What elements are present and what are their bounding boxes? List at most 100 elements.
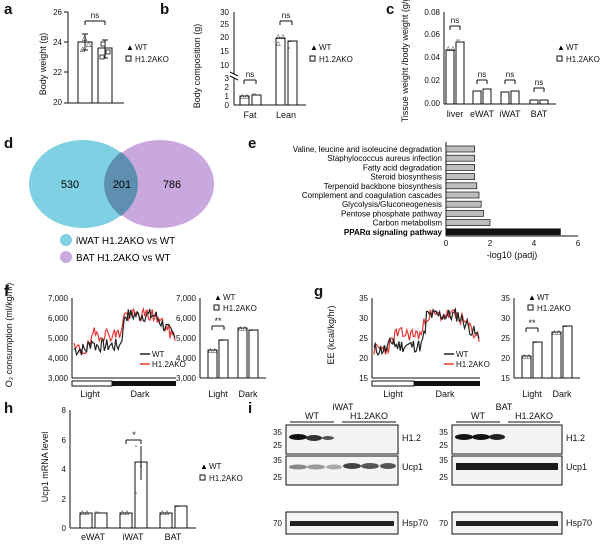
chart-a-point: △ bbox=[80, 46, 86, 53]
chart-f-bar-dark-wt bbox=[237, 327, 248, 379]
chart-f-bar-legend-ko-marker bbox=[213, 304, 220, 311]
chart-g-bar-dark-wt bbox=[551, 331, 562, 379]
blot-band bbox=[343, 463, 361, 469]
blot-band bbox=[290, 521, 394, 526]
chart-g-ytick: 15 bbox=[359, 374, 368, 383]
blot-band bbox=[306, 435, 322, 441]
chart-b-ytick: 1 bbox=[225, 92, 230, 101]
chart-c-bar-ewat-ko bbox=[482, 88, 492, 105]
chart-e-xtick: 6 bbox=[576, 239, 581, 248]
blot-bat-marker: 70 bbox=[439, 519, 448, 528]
panel-letter-b: b bbox=[160, 1, 170, 18]
venn-set-bat bbox=[106, 140, 214, 228]
venn-overlap-count: 201 bbox=[113, 179, 131, 191]
chart-f-bar-legend-wt-marker: ▲ bbox=[214, 293, 222, 302]
chart-f-ytick: 4,000 bbox=[48, 354, 69, 363]
venn-iwat-count: 530 bbox=[61, 179, 79, 191]
chart-a-sig: ns bbox=[91, 11, 99, 20]
chart-f-ytick: 6,000 bbox=[48, 314, 69, 323]
chart-g-bar-light-ko bbox=[532, 341, 543, 379]
chart-g-line-wt bbox=[373, 307, 480, 356]
chart-f-line-ko bbox=[73, 307, 176, 355]
blot-iwat-label-hsp70: Hsp70 bbox=[402, 518, 428, 528]
chart-c-bar-liver-ko bbox=[455, 41, 465, 105]
chart-h: Ucp1 mRNA level 0 2 4 6 8 △△ ▫▫ △△ ▫ ▫ ▫… bbox=[40, 406, 243, 542]
blot-iwat: iWAT WT H1.2AKO 35 25 35 25 70 H1.2 Ucp1… bbox=[273, 402, 428, 535]
panel-letter-h: h bbox=[4, 400, 14, 417]
chart-f-bar-xtick: Dark bbox=[238, 389, 258, 399]
chart-g-phase-light: Light bbox=[383, 389, 403, 399]
chart-f-legend-wt: WT bbox=[152, 350, 165, 359]
chart-b-sig: ns bbox=[282, 11, 290, 20]
chart-g-point: ▫▫ bbox=[533, 340, 537, 346]
chart-b-bar-lean-ko bbox=[287, 40, 298, 106]
chart-f-phase-dark: Dark bbox=[130, 389, 150, 399]
chart-h-bar-iwat-wt bbox=[119, 512, 133, 529]
chart-b-legend-ko: H1.2AKO bbox=[319, 55, 353, 64]
chart-f-bar-light-ko bbox=[218, 339, 229, 379]
chart-c-bar-bat-wt bbox=[529, 99, 539, 105]
chart-b-ytick: 3 bbox=[225, 74, 230, 83]
chart-f-bar-ytick: 7,000 bbox=[176, 294, 197, 303]
blot-band bbox=[361, 463, 379, 469]
chart-c-xtick: BAT bbox=[531, 109, 548, 119]
chart-f-ytick: 5,000 bbox=[48, 334, 69, 343]
chart-h-bar-bat-wt bbox=[159, 512, 173, 529]
chart-e-category-label: Complement and coagulation cascades bbox=[302, 191, 442, 200]
chart-c-xtick: iWAT bbox=[500, 109, 521, 119]
chart-f-bar-legend-wt: WT bbox=[223, 293, 236, 302]
blot-iwat-group-wt: WT bbox=[305, 411, 319, 421]
chart-h-point: ▫▫ bbox=[95, 510, 99, 516]
chart-f-bar-ytick: 6,000 bbox=[176, 314, 197, 323]
chart-f-point: △△ bbox=[208, 348, 218, 354]
chart-f-ytick: 3,000 bbox=[48, 374, 69, 383]
chart-f-phase-light: Light bbox=[80, 389, 100, 399]
chart-h-ytick: 8 bbox=[62, 406, 67, 415]
chart-h-bar-ewat-wt bbox=[79, 512, 93, 529]
chart-c-ytick: 0.02 bbox=[424, 76, 440, 85]
chart-b-point: ▫▫ bbox=[288, 39, 292, 45]
chart-h-point: △△ bbox=[120, 510, 130, 516]
chart-f-point: ▫▫ bbox=[219, 338, 223, 344]
chart-b-bar-fat-wt bbox=[239, 95, 250, 106]
chart-g-point: △△ bbox=[522, 354, 532, 360]
blot-bat-label-ucp1: Ucp1 bbox=[566, 462, 587, 472]
chart-a-legend-wt-marker: ▲ bbox=[126, 43, 134, 52]
chart-e-bar bbox=[445, 182, 478, 190]
blot-bat-title: BAT bbox=[496, 402, 513, 412]
panel-letter-i: i bbox=[248, 400, 253, 417]
chart-h-legend-ko: H1.2AKO bbox=[209, 474, 243, 483]
chart-c-bar-bat-ko bbox=[539, 99, 549, 105]
chart-c-legend-wt: WT bbox=[566, 43, 579, 52]
venn-legend-iwat-marker bbox=[60, 234, 72, 246]
chart-e-xtick: 0 bbox=[444, 239, 449, 248]
blot-band bbox=[307, 464, 325, 470]
chart-c-legend-ko: H1.2AKO bbox=[566, 55, 600, 64]
chart-b-xtick: Lean bbox=[276, 110, 296, 120]
chart-e-bar bbox=[445, 164, 475, 171]
blot-band bbox=[456, 521, 558, 526]
chart-a-point bbox=[100, 41, 106, 47]
chart-c-xtick: liver bbox=[447, 109, 464, 119]
chart-g-ytick: 20 bbox=[359, 354, 368, 363]
venn-bat-count: 786 bbox=[163, 179, 181, 191]
chart-f-ytick: 7,000 bbox=[48, 294, 69, 303]
chart-e: Valine, leucine and isoleucine degradati… bbox=[293, 142, 581, 260]
chart-h-point: △△ bbox=[80, 510, 90, 516]
venn-legend-bat: BAT H1.2AKO vs WT bbox=[76, 253, 171, 264]
chart-b-point: △ bbox=[276, 41, 281, 47]
chart-b-ytick: 0 bbox=[225, 101, 230, 110]
panel-letter-c: c bbox=[386, 1, 395, 18]
chart-h-xtick: BAT bbox=[165, 532, 182, 542]
chart-c-legend-ko-marker bbox=[556, 55, 563, 62]
chart-f: O₂ consumption (ml/kg/hr) 3,000 4,000 5,… bbox=[4, 283, 266, 399]
chart-b-point: ▫ bbox=[288, 46, 290, 52]
chart-c-point: △△ bbox=[446, 46, 456, 52]
chart-g-bar-xtick: Light bbox=[522, 389, 542, 399]
chart-g-ylabel: EE (kcal/kg/hr) bbox=[326, 305, 336, 364]
chart-b-xtick: Fat bbox=[243, 110, 257, 120]
chart-f-bar-dark-ko bbox=[248, 329, 259, 379]
chart-c-ytick: 0.08 bbox=[424, 8, 440, 17]
blot-iwat-marker: 35 bbox=[273, 428, 282, 437]
